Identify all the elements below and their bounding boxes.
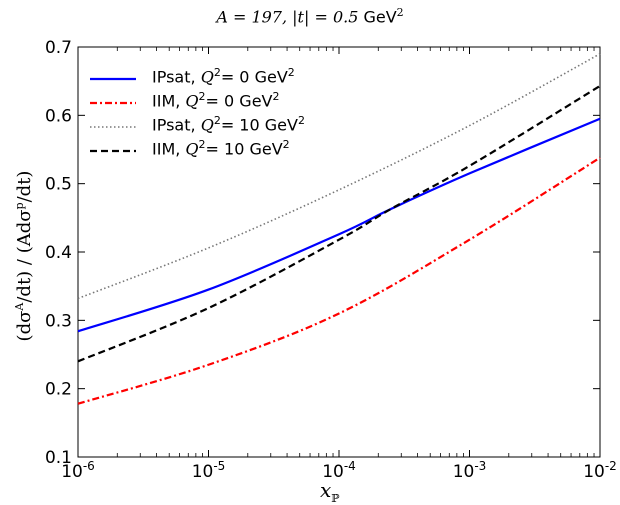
title-text: A = 197, |t| = 0.5 [216, 7, 359, 27]
legend-unit-exp: 2 [282, 138, 290, 151]
xlabel-x: x [320, 478, 332, 502]
y-tick-label: 0.3 [45, 311, 72, 331]
xlabel-sub: ℙ [331, 492, 340, 505]
ylabel-part1: (dσ [14, 310, 35, 342]
ylabel-sup-p: p [13, 202, 26, 210]
legend-text: IIM, [152, 91, 181, 111]
legend-q-exp: 2 [213, 114, 221, 127]
y-tick-label: 0.5 [45, 175, 72, 195]
legend-unit-exp: 2 [272, 90, 280, 103]
ylabel-part3: /dt) [14, 170, 35, 203]
x-tick-label: 10-5 [192, 459, 226, 482]
legend-text: IPsat, [152, 67, 196, 87]
series-line-0 [77, 117, 601, 333]
legend-q-exp: 2 [213, 66, 221, 79]
legend-q-exp: 2 [198, 90, 206, 103]
legend-q: Q [200, 67, 214, 87]
y-axis-label: (dσA/dt) / (Adσp/dt) [13, 136, 35, 376]
x-tick-label: 10-6 [61, 459, 95, 482]
legend-label-ipsat-q0: IPsat, Q2= 0 GeV2 [152, 66, 295, 86]
x-tick-label: 10-2 [583, 459, 617, 482]
legend-label-iim-q10: IIM, Q2= 10 GeV2 [152, 138, 290, 158]
legend-eq: = 10 GeV [220, 115, 298, 135]
axis-ticks [77, 46, 601, 458]
legend-swatch-iim-q10 [90, 149, 136, 153]
legend-label-iim-q0: IIM, Q2= 0 GeV2 [152, 90, 280, 110]
legend-label-ipsat-q10: IPsat, Q2= 10 GeV2 [152, 114, 305, 134]
y-tick-label: 0.6 [45, 106, 72, 126]
series-line-2 [77, 53, 601, 300]
x-tick-label: 10-3 [453, 459, 487, 482]
title-unit: GeV [363, 7, 397, 27]
legend-q: Q [200, 115, 214, 135]
legend-text: IPsat, [152, 115, 196, 135]
ylabel-part2: /dt) / (Adσ [14, 209, 35, 303]
chart-title: A = 197, |t| = 0.5 GeV2 [0, 6, 620, 26]
ylabel-sup-a: A [13, 302, 26, 311]
legend-eq: = 10 GeV [205, 139, 283, 159]
legend-q: Q [185, 91, 199, 111]
series-curves [77, 53, 601, 405]
y-tick-label: 0.1 [45, 448, 72, 468]
y-tick-label: 0.4 [45, 243, 72, 263]
series-line-3 [77, 85, 601, 363]
legend-swatch-iim-q0 [90, 101, 136, 105]
legend-eq: = 0 GeV [220, 67, 288, 87]
legend-q: Q [185, 139, 199, 159]
title-unit-exponent: 2 [396, 6, 404, 19]
legend-unit-exp: 2 [287, 66, 295, 79]
x-axis-label: xℙ [320, 478, 340, 505]
series-line-1 [77, 156, 601, 405]
tick-labels: 0.10.20.30.40.50.60.710-6 10-5 10-4 10-3 10-… [45, 38, 617, 482]
legend-text: IIM, [152, 139, 181, 159]
legend-swatch-ipsat-q10 [90, 126, 136, 128]
legend-q-exp: 2 [198, 138, 206, 151]
legend-swatch-ipsat-q0 [90, 77, 136, 81]
y-tick-label: 0.7 [45, 38, 72, 58]
legend-unit-exp: 2 [297, 114, 305, 127]
legend-eq: = 0 GeV [205, 91, 273, 111]
y-tick-label: 0.2 [45, 380, 72, 400]
